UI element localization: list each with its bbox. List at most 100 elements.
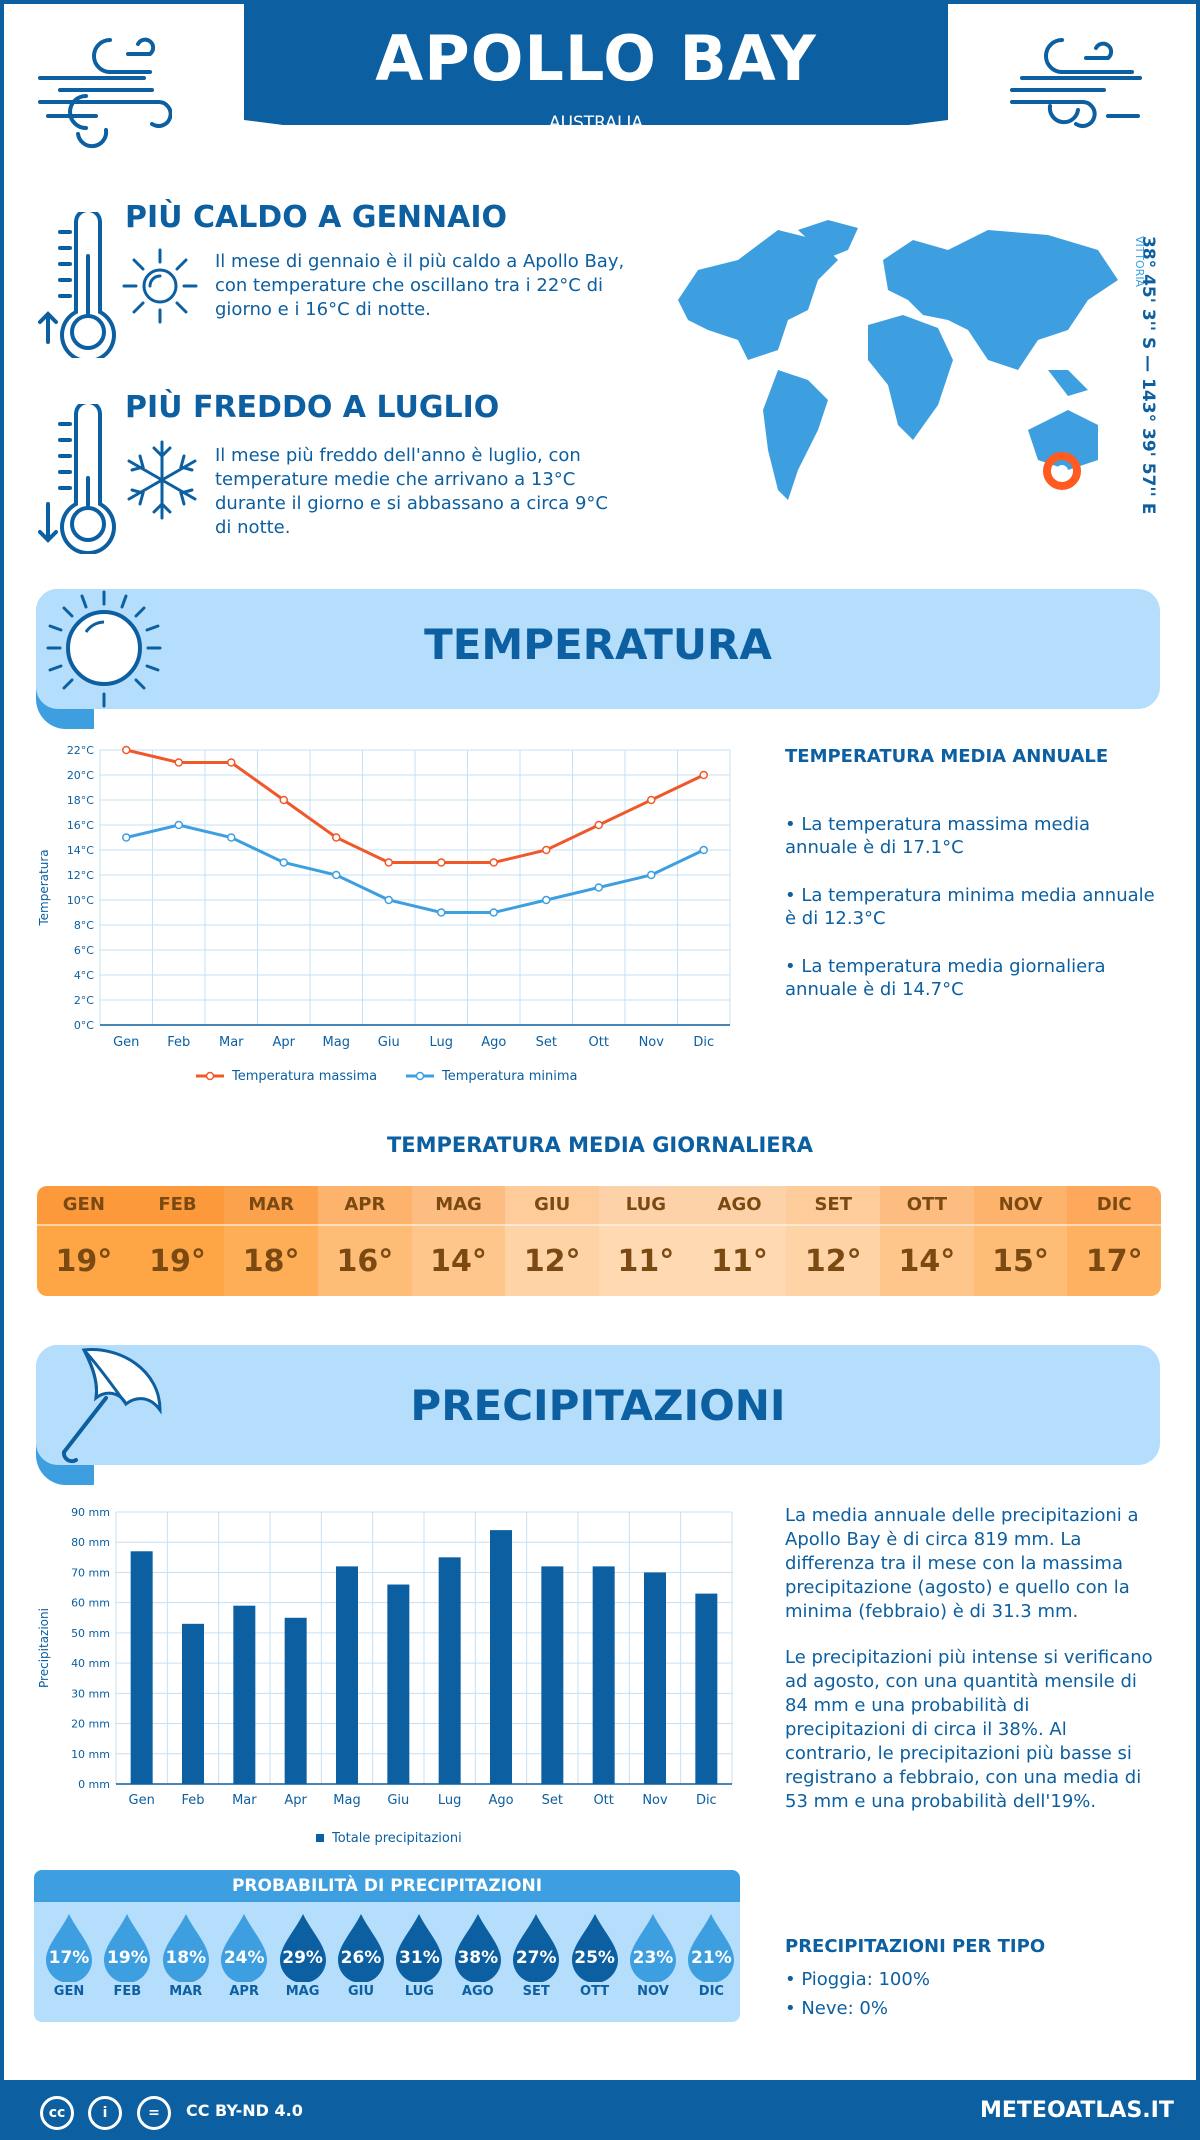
daily-temp-cell: DIC 17°	[1067, 1186, 1161, 1296]
temp-value: 16°	[318, 1226, 412, 1296]
site-link[interactable]: METEOATLAS.IT	[980, 2098, 1174, 2123]
raindrop-icon	[104, 1914, 151, 1982]
bar	[182, 1623, 204, 1784]
raindrop-icon	[688, 1914, 735, 1982]
y-tick-label: 50 mm	[71, 1627, 110, 1640]
month-header: MAG	[411, 1186, 506, 1226]
daily-temp-cell: FEB 19°	[130, 1186, 225, 1296]
world-map	[678, 220, 1118, 500]
thermometer-cold-icon	[38, 404, 116, 554]
x-tick-label: Ago	[481, 1035, 506, 1050]
raindrop-icon	[396, 1914, 443, 1982]
probability-drop: 29% MAG	[274, 1912, 332, 1999]
bullet-line: • La temperatura minima media annuale	[785, 885, 1155, 906]
probability-title: PROBABILITÀ DI PRECIPITAZIONI	[34, 1870, 740, 1902]
daily-temp-cell: MAR 18°	[224, 1186, 319, 1296]
data-point	[594, 883, 603, 892]
data-point	[384, 895, 393, 905]
para-line: contrario, le precipitazioni più basse s…	[785, 1743, 1132, 1764]
data-point	[174, 820, 183, 830]
para-line: ad agosto, con una quantità mensile di	[785, 1671, 1137, 1692]
para-line: minima (febbraio) è di 31.3 mm.	[785, 1601, 1079, 1622]
bullet-line: • La temperatura massima media	[785, 814, 1091, 835]
probability-value: 38%	[457, 1948, 499, 1968]
bar	[541, 1566, 564, 1784]
bullet-line: è di 12.3°C	[785, 908, 886, 929]
data-point	[227, 758, 236, 767]
probability-value: 31%	[399, 1948, 440, 1968]
month-header: LUG	[599, 1186, 693, 1226]
probability-value: 25%	[574, 1948, 615, 1968]
x-tick-label: Mar	[232, 1793, 257, 1808]
temp-value: 11°	[692, 1226, 787, 1296]
x-tick-label: Ott	[589, 1035, 609, 1050]
probability-value: 29%	[282, 1948, 323, 1968]
license-label: CC BY-ND 4.0	[186, 2101, 303, 2120]
y-tick-label: 4°C	[74, 969, 94, 982]
y-tick-label: 18°C	[67, 794, 94, 807]
annual-min-bullet: • La temperatura minima media annuale è …	[785, 884, 1155, 930]
precipitation-title: PRECIPITAZIONI	[410, 1381, 786, 1430]
precip-type-title: PRECIPITAZIONI PER TIPO	[785, 1936, 1046, 1957]
data-point	[489, 858, 498, 867]
month-header: NOV	[973, 1186, 1068, 1226]
y-tick-label: 30 mm	[71, 1687, 110, 1700]
bar	[130, 1551, 153, 1784]
coldest-line: Il mese più freddo dell'anno è luglio, c…	[215, 445, 581, 466]
bar	[490, 1530, 512, 1784]
y-tick-label: 20 mm	[71, 1718, 110, 1731]
legend-label: Temperatura massima	[231, 1069, 377, 1084]
sun-icon-large	[46, 590, 162, 708]
bullet-line: annuale è di 17.1°C	[785, 837, 964, 858]
probability-drop: 18% MAR	[157, 1912, 215, 1999]
probability-drop: 24% APR	[215, 1912, 273, 1999]
probability-month: GEN	[53, 1984, 85, 1999]
month-header: GIU	[505, 1186, 600, 1226]
month-header: SET	[786, 1186, 881, 1226]
y-axis-label: Temperatura	[37, 849, 51, 926]
x-tick-label: Feb	[181, 1793, 204, 1808]
daily-temp-cell: OTT 14°	[880, 1186, 974, 1296]
probability-month: DIC	[698, 1984, 724, 1999]
y-tick-label: 14°C	[67, 844, 94, 857]
data-point	[122, 745, 131, 755]
month-header: FEB	[130, 1186, 225, 1226]
x-tick-label: Apr	[284, 1793, 307, 1808]
precip-paragraph-2: Le precipitazioni più intense si verific…	[785, 1646, 1153, 1814]
y-tick-label: 0 mm	[78, 1778, 110, 1791]
y-tick-label: 70 mm	[71, 1566, 110, 1579]
data-point	[122, 833, 131, 842]
warmest-line: Il mese di gennaio è il più caldo a Apol…	[215, 251, 625, 272]
y-tick-label: 12°C	[67, 869, 94, 882]
x-tick-label: Gen	[129, 1793, 155, 1808]
raindrop-icon	[279, 1914, 326, 1982]
raindrop-icon	[513, 1914, 560, 1982]
y-tick-label: 6°C	[74, 944, 94, 957]
x-tick-label: Dic	[693, 1035, 714, 1050]
x-tick-label: Set	[536, 1035, 557, 1050]
legend-swatch	[316, 1834, 324, 1842]
temp-value: 18°	[224, 1226, 319, 1296]
data-point	[174, 758, 183, 767]
data-point	[647, 870, 656, 880]
probability-month: MAR	[169, 1984, 203, 1999]
x-tick-label: Dic	[696, 1793, 717, 1808]
coldest-title: PIÙ FREDDO A LUGLIO	[125, 390, 500, 425]
para-line: Le precipitazioni più intense si verific…	[785, 1647, 1153, 1668]
para-line: registrano a febbraio, con una media di	[785, 1767, 1142, 1788]
y-axis-label: Precipitazioni	[37, 1608, 51, 1688]
raindrop-icon	[338, 1914, 384, 1982]
probability-value: 21%	[691, 1948, 732, 1968]
x-tick-label: Ott	[593, 1793, 613, 1808]
temp-value: 17°	[1067, 1226, 1161, 1296]
temp-value: 14°	[880, 1226, 974, 1296]
precipitation-chart: 0 mm 10 mm 20 mm 30 mm 40 mm 50 mm 60 mm 70 mm 8…	[37, 1506, 733, 1846]
x-tick-label: Nov	[639, 1035, 665, 1050]
x-tick-label: Giu	[387, 1793, 409, 1808]
bar	[336, 1566, 358, 1784]
bar	[438, 1557, 461, 1784]
temp-value: 19°	[130, 1226, 225, 1296]
y-tick-label: 8°C	[74, 919, 94, 932]
temp-value: 12°	[786, 1226, 881, 1296]
raindrop-icon	[221, 1914, 268, 1982]
